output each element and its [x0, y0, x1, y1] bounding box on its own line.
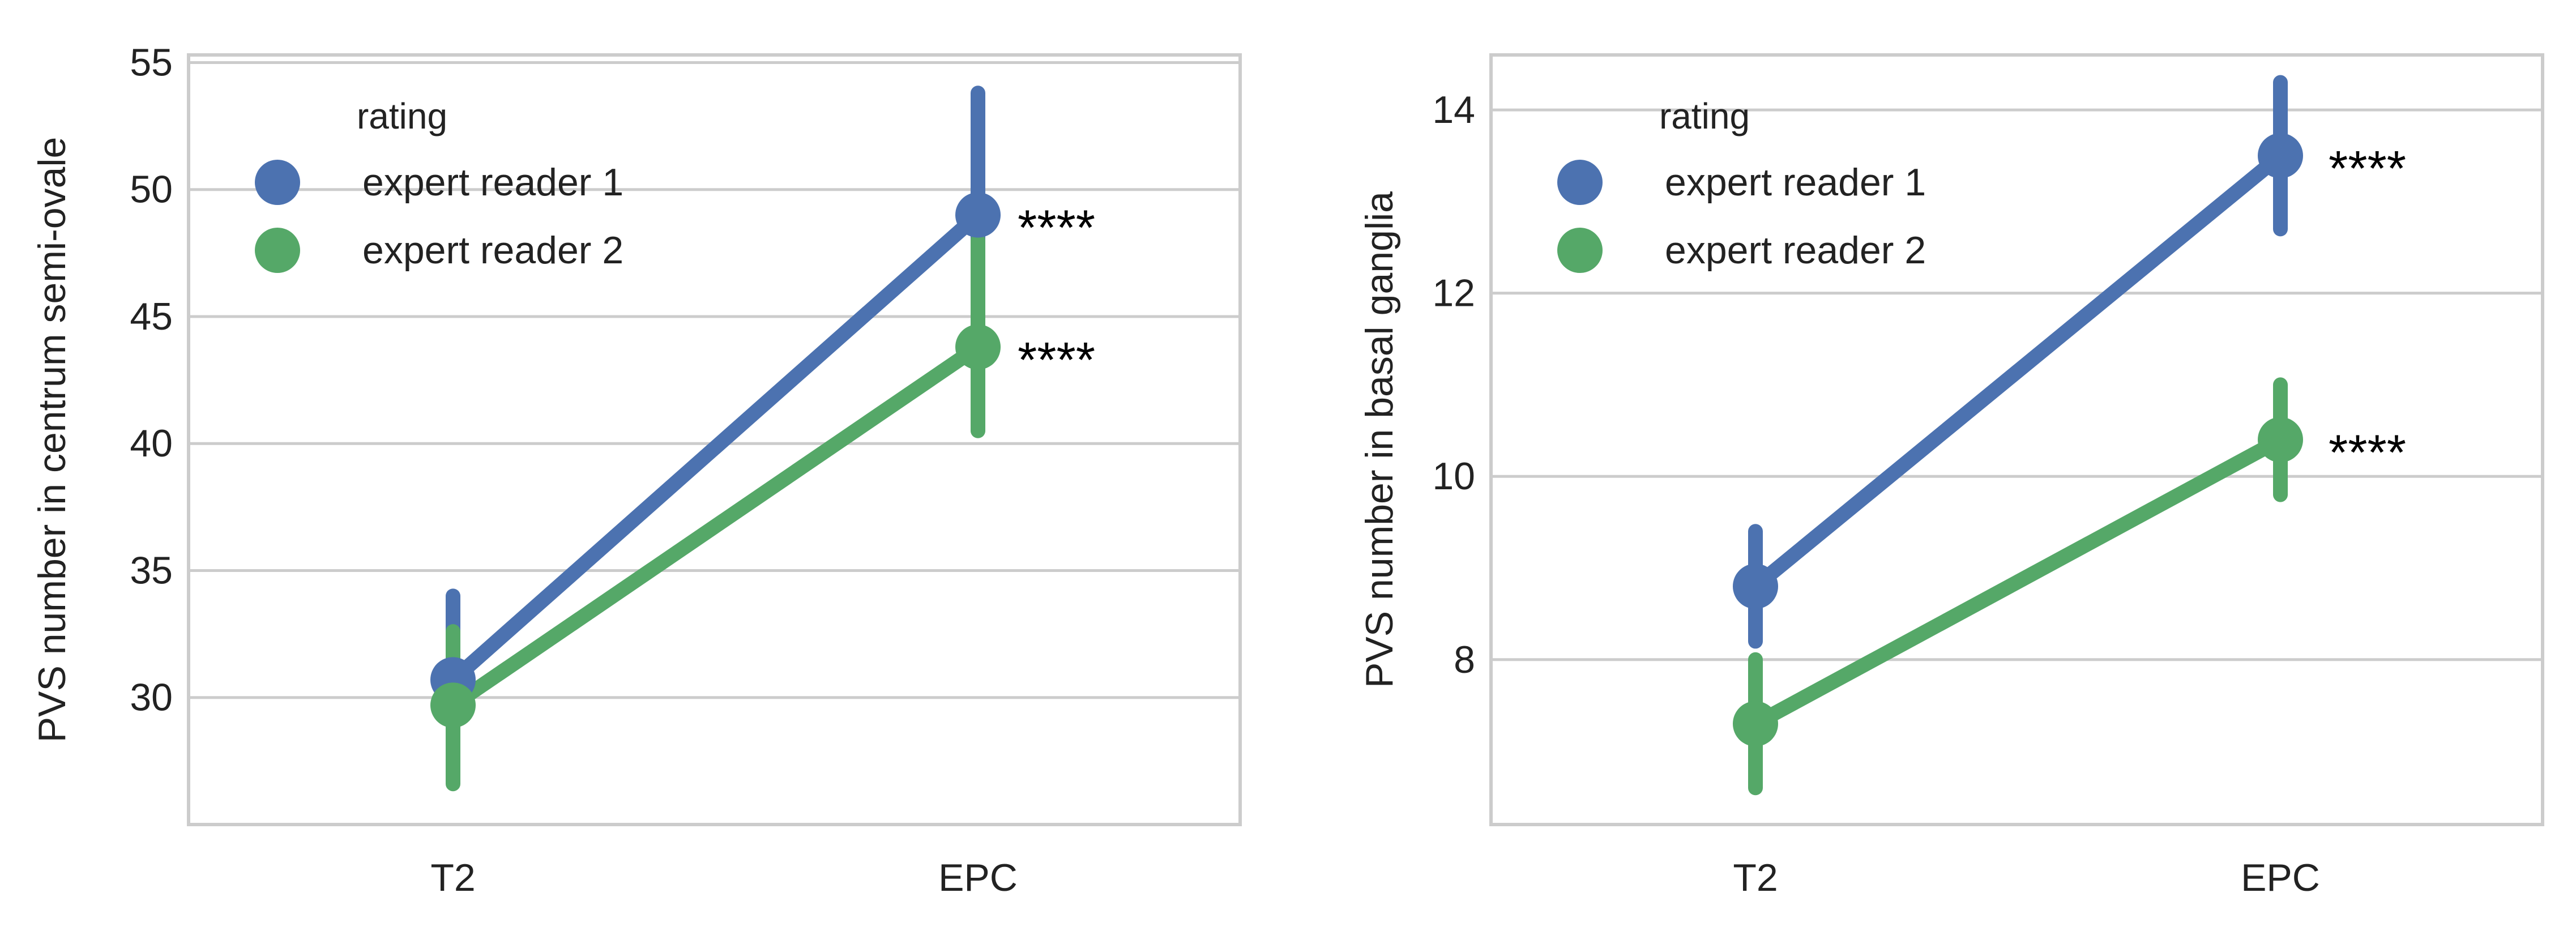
legend-marker [255, 160, 300, 205]
legend-label-reader-1: expert reader 1 [362, 161, 623, 204]
y-tick-label: 40 [130, 422, 173, 465]
data-point [2258, 417, 2303, 463]
series-line [1748, 432, 2288, 732]
series-line [1748, 148, 2288, 594]
significance-label-reader-2: **** [1018, 331, 1095, 387]
y-tick-label: 50 [130, 168, 173, 211]
y-tick-label: 45 [130, 295, 173, 338]
x-tick-label-epc: EPC [938, 856, 1018, 899]
y-tick-label: 8 [1454, 638, 1475, 681]
legend-title: rating [357, 96, 447, 136]
x-tick-label-t2: T2 [1733, 856, 1778, 899]
y-axis-label: PVS number in centrum semi-ovale [31, 137, 74, 743]
plot-area [1489, 53, 2544, 826]
chart-centrum-semi-ovale: PVS number in centrum semi-ovale rating … [31, 41, 1242, 899]
x-tick-label-epc: EPC [2241, 856, 2320, 899]
y-tick-label: 55 [130, 41, 173, 84]
y-tick-label: 14 [1432, 88, 1475, 131]
chart-basal-ganglia: PVS number in basal ganglia rating exper… [1358, 53, 2544, 899]
data-point [430, 682, 476, 728]
legend-marker [1557, 160, 1603, 205]
data-point [955, 192, 1001, 238]
data-point [1733, 563, 1778, 609]
series-line [446, 207, 985, 687]
series-line [446, 339, 985, 713]
legend-label-reader-1: expert reader 1 [1665, 161, 1926, 204]
y-tick-label: 10 [1432, 455, 1475, 498]
y-tick-label: 30 [130, 676, 173, 719]
x-tick-label-t2: T2 [430, 856, 475, 899]
y-tick-label: 35 [130, 549, 173, 592]
significance-label-reader-1: **** [2329, 140, 2406, 196]
legend-marker [255, 228, 300, 273]
plot-frame [187, 53, 1242, 826]
legend-label-reader-2: expert reader 2 [362, 229, 623, 272]
data-point [955, 324, 1001, 370]
plot-frame [1489, 53, 2544, 826]
significance-label-reader-1: **** [1018, 199, 1095, 255]
plot-area [187, 53, 1242, 826]
legend-marker [1557, 228, 1603, 273]
significance-label-reader-2: **** [2329, 424, 2406, 480]
y-tick-label: 12 [1432, 272, 1475, 315]
data-point [1733, 701, 1778, 747]
legend-title: rating [1659, 96, 1750, 136]
data-point [2258, 133, 2303, 178]
y-axis-label: PVS number in basal ganglia [1358, 191, 1401, 688]
legend-label-reader-2: expert reader 2 [1665, 229, 1926, 272]
